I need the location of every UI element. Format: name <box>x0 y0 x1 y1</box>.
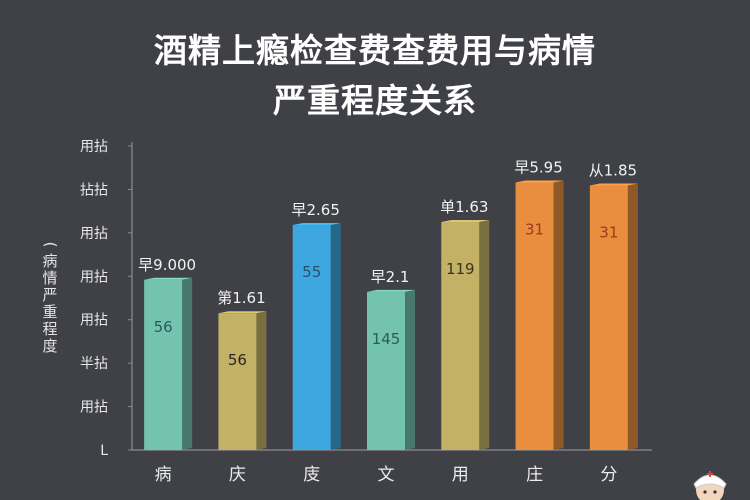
bar-side <box>479 220 490 450</box>
bar-top-label: 第1.61 <box>217 289 265 307</box>
bar-inner-label: 55 <box>302 263 321 281</box>
bar-inner-label: 56 <box>228 351 247 369</box>
y-axis-label-char: 重 <box>42 303 58 321</box>
y-tick-label: L <box>100 443 108 459</box>
bar-top <box>144 277 193 280</box>
bar-inner-label: 31 <box>599 224 618 242</box>
bar <box>515 182 554 451</box>
bar-inner-label: 31 <box>525 220 544 238</box>
y-axis-label-char: 严 <box>42 286 58 304</box>
x-tick-labels: 病庆庋文用庄分 <box>155 465 618 485</box>
y-tick-label: 用拈 <box>80 139 108 155</box>
bar-side <box>553 180 564 451</box>
bar <box>292 225 331 450</box>
y-axis-label-char: 病 <box>42 252 58 270</box>
bar-labels: 早9.000 56 第1.61 56 早2.65 55 早2.1 145 单1.63 119 早5.… <box>138 158 637 369</box>
y-axis-label-char: 情 <box>42 269 58 287</box>
chart-title-line-2: 严重程度关系 <box>273 81 477 120</box>
bar <box>144 279 183 450</box>
x-tick-label: 庆 <box>229 465 246 485</box>
nurse-avatar-icon <box>693 471 727 500</box>
bar-inner-label: 145 <box>372 330 401 348</box>
bar-top-label: 单1.63 <box>440 198 488 216</box>
y-axis-label: (病情严重程度 <box>40 236 60 355</box>
bar-top-label: 早2.1 <box>371 268 410 286</box>
bar <box>441 222 480 450</box>
bar-inner-label: 56 <box>154 318 173 336</box>
bar-top <box>218 311 267 314</box>
x-tick-label: 文 <box>378 465 395 485</box>
y-tick-label: 用拈 <box>80 269 108 285</box>
bar-top <box>441 220 490 222</box>
bar-side <box>405 289 415 450</box>
bars <box>144 180 638 451</box>
bar-top <box>367 289 415 292</box>
x-tick-label: 用 <box>452 465 469 485</box>
y-tick-label: 半拈 <box>80 356 108 372</box>
y-axis-label-char: 度 <box>42 337 58 355</box>
x-tick-label: 庄 <box>526 465 543 485</box>
x-tick-label: 庋 <box>303 465 320 485</box>
bar-top <box>589 183 638 186</box>
bar <box>218 313 257 450</box>
chart-title-line-1: 酒精上瘾检查费查费用与病情 <box>154 31 596 70</box>
y-axis-label-char: 程 <box>42 320 58 338</box>
y-tick-label: 拈拈 <box>80 182 108 198</box>
bar-side <box>256 311 267 450</box>
y-tick-label: 用拈 <box>80 226 108 242</box>
bar-top <box>515 180 564 183</box>
bar-top-label: 从1.85 <box>589 162 637 180</box>
bar-top-label: 早2.65 <box>292 201 340 219</box>
x-tick-label: 分 <box>600 465 617 485</box>
y-tick-label: 用拈 <box>80 400 108 416</box>
y-tick-label: 用拈 <box>80 313 108 329</box>
bar-top-label: 早5.95 <box>514 158 562 176</box>
bar-side <box>627 183 638 450</box>
bar-side <box>182 277 193 450</box>
x-tick-label: 病 <box>155 465 172 485</box>
bar <box>589 185 628 450</box>
bar-top <box>292 223 341 226</box>
bar <box>367 291 405 450</box>
bar-inner-label: 119 <box>446 260 475 278</box>
bar-top-label: 早9.000 <box>138 256 196 274</box>
bar-side <box>330 223 341 450</box>
